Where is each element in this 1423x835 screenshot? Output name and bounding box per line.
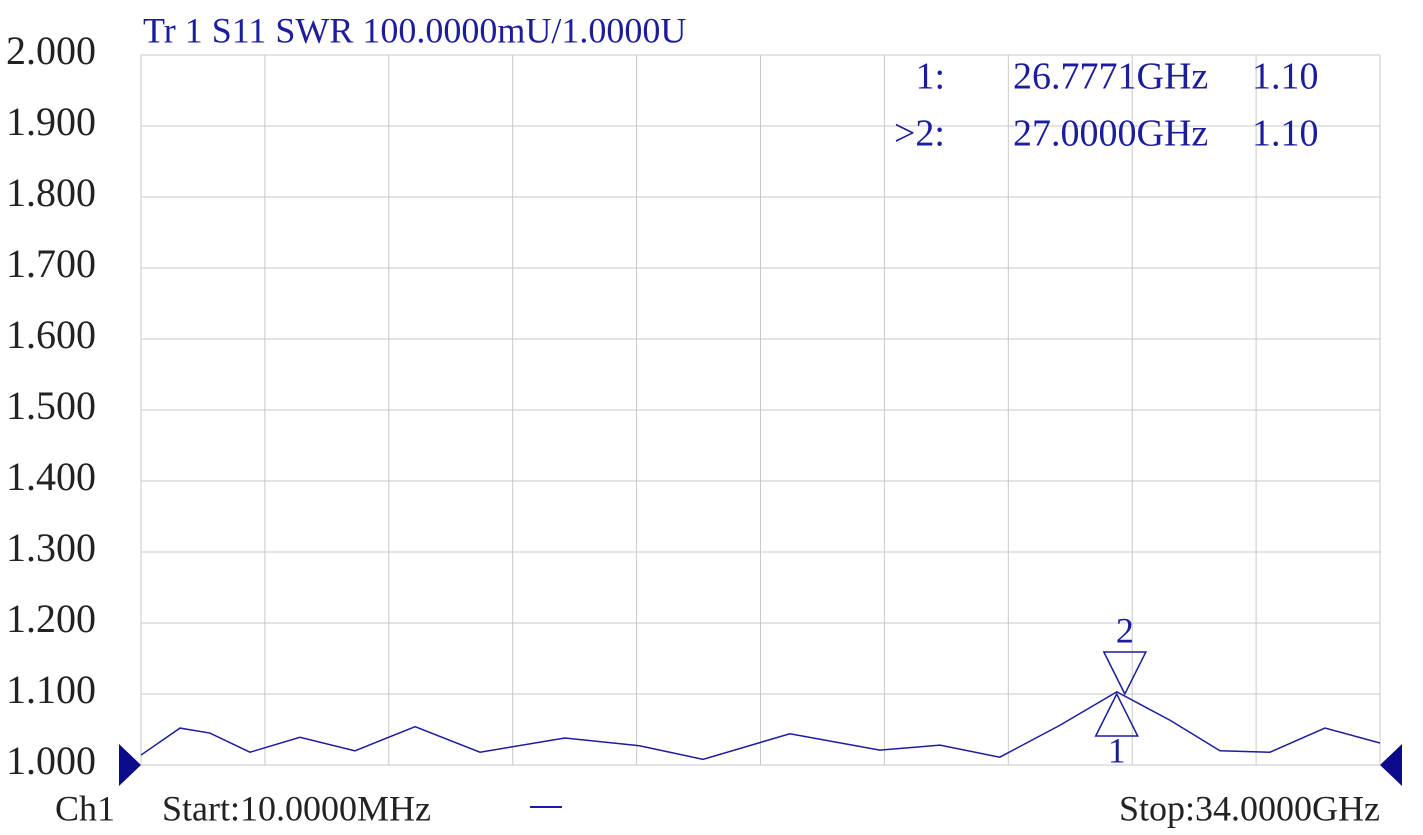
start-label: Start:10.0000MHz bbox=[162, 788, 431, 828]
y-tick-label: 2.000 bbox=[6, 28, 96, 73]
y-tick-label: 1.700 bbox=[6, 241, 96, 286]
y-tick-label: 1.300 bbox=[6, 525, 96, 570]
stop-label: Stop:34.0000GHz bbox=[1119, 788, 1380, 828]
marker-readout-frequency: 27.0000GHz bbox=[1013, 113, 1208, 155]
y-tick-label: 1.600 bbox=[6, 312, 96, 357]
y-tick-label: 1.200 bbox=[6, 596, 96, 641]
marker-number: 2 bbox=[1116, 610, 1134, 650]
marker-triangle bbox=[1102, 651, 1148, 696]
marker-readout-name: 1: bbox=[915, 56, 945, 98]
trace-line bbox=[140, 691, 1381, 761]
chart-title: Tr 1 S11 SWR 100.0000mU/1.0000U bbox=[143, 10, 686, 50]
y-tick-label: 1.400 bbox=[6, 454, 96, 499]
channel-label: Ch1 bbox=[55, 788, 115, 828]
marker-triangle bbox=[1094, 692, 1139, 737]
marker-readout-value: 1.10 bbox=[1252, 56, 1319, 98]
y-tick-label: 1.100 bbox=[6, 667, 96, 712]
y-tick-label: 1.500 bbox=[6, 383, 96, 428]
marker-readout-name: >2: bbox=[894, 113, 945, 155]
y-tick-label: 1.900 bbox=[6, 99, 96, 144]
y-tick-label: 1.000 bbox=[6, 738, 96, 783]
reference-indicator-left bbox=[119, 744, 141, 786]
marker-readout-frequency: 26.7771GHz bbox=[1013, 56, 1208, 98]
marker-number: 1 bbox=[1108, 730, 1126, 770]
y-tick-label: 1.800 bbox=[6, 170, 96, 215]
reference-indicator-right bbox=[1380, 744, 1402, 786]
marker-readout-value: 1.10 bbox=[1252, 113, 1319, 155]
